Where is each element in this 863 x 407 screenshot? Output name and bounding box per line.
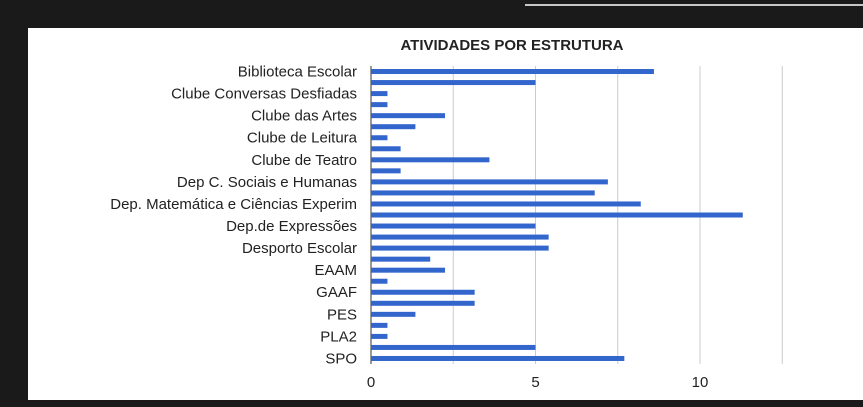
- bar: [371, 80, 536, 86]
- y-tick-label: EAAM: [314, 262, 357, 279]
- y-tick-label: Biblioteca Escolar: [238, 63, 357, 80]
- bar: [371, 157, 490, 163]
- bar: [371, 311, 416, 317]
- y-tick-label: GAAF: [316, 284, 357, 301]
- bar: [371, 300, 475, 306]
- bar: [371, 322, 388, 328]
- bar: [371, 333, 388, 339]
- x-tick-label: 10: [692, 374, 709, 391]
- y-tick-label: SPO: [325, 350, 357, 367]
- bar: [371, 223, 536, 229]
- bar: [371, 179, 608, 185]
- bar: [371, 245, 549, 251]
- bar: [371, 113, 446, 119]
- y-tick-label: Clube Conversas Desfiadas: [171, 86, 357, 103]
- bar: [371, 234, 549, 240]
- y-tick-label: Clube de Teatro: [251, 152, 357, 169]
- chart-title: ATIVIDADES POR ESTRUTURA: [400, 37, 623, 54]
- bar: [371, 135, 388, 141]
- bar: [371, 256, 431, 262]
- bar: [371, 278, 388, 284]
- x-tick-label: 0: [367, 374, 375, 391]
- bar: [371, 91, 388, 97]
- y-tick-label: Clube de Leitura: [247, 130, 358, 147]
- bar: [371, 201, 641, 207]
- bar: [371, 124, 416, 130]
- bar: [371, 212, 743, 218]
- x-tick-label: 5: [531, 374, 539, 391]
- y-tick-label: PLA2: [320, 328, 357, 345]
- bar: [371, 168, 401, 174]
- bar: [371, 102, 388, 108]
- bar: [371, 355, 625, 361]
- bar: [371, 69, 654, 75]
- y-tick-label: Dep.de Expressões: [226, 218, 357, 235]
- bar: [371, 190, 595, 196]
- bar: [371, 344, 536, 350]
- y-tick-label: Dep. Matemática e Ciências Experim: [110, 196, 357, 213]
- bar: [371, 289, 475, 295]
- y-tick-label: Clube das Artes: [251, 108, 357, 125]
- y-tick-label: Desporto Escolar: [242, 240, 357, 257]
- bar: [371, 267, 446, 273]
- y-tick-label: PES: [327, 306, 357, 323]
- y-tick-label: Dep C. Sociais e Humanas: [177, 174, 357, 191]
- bar: [371, 146, 401, 152]
